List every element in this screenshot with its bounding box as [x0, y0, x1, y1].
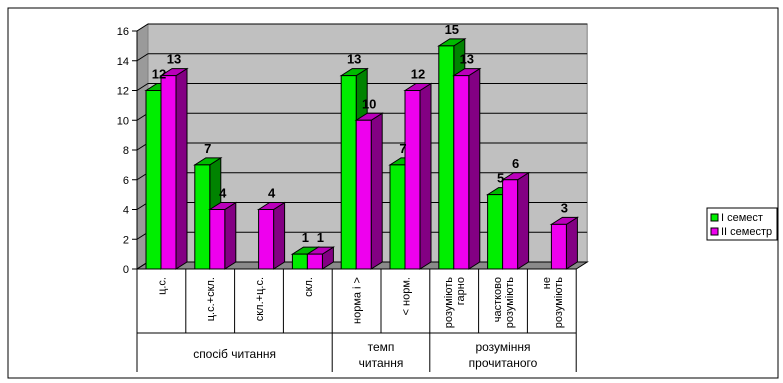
category-label: ц.с.+скл.	[205, 277, 217, 321]
bar-side	[419, 82, 432, 270]
data-label: 7	[399, 141, 406, 156]
bar-front	[453, 75, 470, 270]
bar-side	[517, 171, 530, 270]
y-tick-label: 2	[123, 234, 129, 246]
bar	[500, 171, 531, 270]
y-tick-label: 16	[117, 26, 129, 38]
group-label: читання	[359, 356, 404, 370]
data-label: 4	[219, 186, 227, 201]
data-label: 12	[411, 67, 425, 82]
bar-front	[389, 164, 406, 270]
bar-front	[404, 90, 421, 270]
y-tick-label: 14	[117, 56, 129, 68]
bar-front	[355, 119, 372, 270]
data-label: 7	[204, 141, 211, 156]
data-label: 5	[497, 171, 504, 186]
group-label: прочитаного	[469, 356, 538, 370]
category-label: частково	[492, 277, 504, 322]
gridline	[136, 23, 588, 32]
data-label: 1	[302, 230, 309, 245]
bar-front	[550, 223, 567, 270]
category-label: розуміють	[553, 277, 565, 328]
y-tick-label: 8	[123, 145, 129, 157]
legend-label: І семест	[721, 212, 763, 224]
data-label: 12	[152, 67, 166, 82]
data-label: 6	[512, 156, 519, 171]
data-label: 1	[317, 230, 324, 245]
bar-front	[502, 179, 519, 270]
category-label: гарно	[455, 277, 467, 305]
legend-box	[706, 207, 778, 241]
bar-front	[487, 194, 504, 270]
y-tick-label: 0	[123, 264, 129, 276]
bar-front	[340, 75, 357, 270]
bar-front	[194, 164, 211, 270]
bar	[256, 201, 287, 270]
bar-side	[224, 201, 237, 270]
bar-side	[468, 67, 481, 270]
bar	[549, 216, 580, 270]
bar-front	[160, 75, 177, 270]
legend: І семест ІІ семестр	[706, 207, 778, 241]
chart-border	[7, 7, 779, 379]
data-label: 10	[362, 96, 376, 111]
bar-front	[209, 209, 226, 270]
bar-front	[438, 45, 455, 270]
category-label: скл.	[303, 277, 315, 297]
y-tick-label: 4	[123, 205, 129, 217]
data-label: 13	[460, 52, 474, 67]
group-label: розуміння	[475, 340, 530, 354]
bar	[403, 82, 433, 270]
bar	[452, 67, 482, 270]
bar-side	[273, 201, 286, 270]
category-label: розуміють	[504, 277, 516, 328]
data-label: 15	[445, 22, 459, 37]
data-label: 4	[268, 186, 276, 201]
bar	[354, 112, 384, 270]
bar-front	[145, 90, 162, 270]
y-tick-label: 12	[117, 86, 129, 98]
data-label: 13	[167, 52, 181, 67]
bar	[208, 201, 238, 270]
legend-swatch	[710, 227, 719, 236]
category-label: ц.с.	[156, 277, 168, 295]
category-label: не	[541, 277, 553, 289]
bar-side	[175, 67, 188, 270]
category-label: норма і >	[352, 277, 364, 324]
legend-label: ІІ семестр	[721, 226, 772, 238]
legend-swatch	[710, 213, 719, 222]
data-label: 3	[561, 200, 568, 215]
bar-front	[258, 209, 275, 270]
data-label: 13	[347, 52, 361, 67]
bar-side	[565, 216, 578, 270]
group-label: темп	[368, 340, 395, 354]
bar	[159, 67, 189, 270]
category-label: < норм.	[400, 277, 412, 315]
bar-front	[306, 253, 323, 270]
category-label: розуміють	[443, 277, 455, 328]
bar-side	[370, 112, 383, 270]
y-tick-label: 10	[117, 115, 129, 127]
bar	[305, 246, 336, 270]
category-label: скл.+ц.с.	[254, 277, 266, 321]
group-label: спосіб читання	[193, 347, 276, 361]
y-tick-label: 6	[123, 175, 129, 187]
bar-front	[291, 253, 308, 270]
